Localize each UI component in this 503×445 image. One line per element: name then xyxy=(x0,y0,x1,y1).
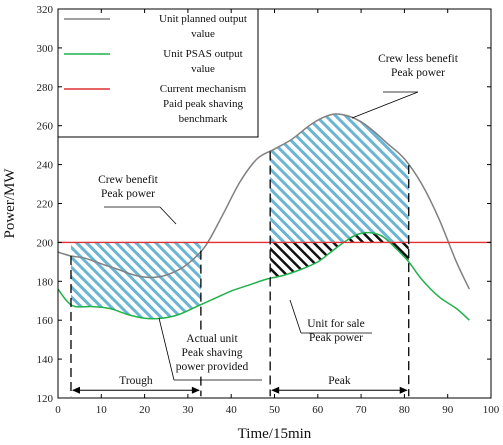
period-label: Trough xyxy=(119,375,153,387)
annotation-background xyxy=(166,331,258,375)
x-tick-label: 10 xyxy=(96,404,108,416)
x-tick-label: 50 xyxy=(269,404,281,416)
y-tick-label: 320 xyxy=(37,4,54,16)
legend-label: Current mechanism xyxy=(160,83,247,95)
peak-blue-hatch xyxy=(270,114,409,243)
legend-label: value xyxy=(191,28,215,40)
annotation-2: Actual unit Peak shaving power provided xyxy=(158,317,262,381)
annotation-1: Crew benefit Peak power xyxy=(98,174,177,225)
arrow-head-left xyxy=(71,386,80,394)
legend-box xyxy=(57,8,259,138)
axes: 0 10 20 30 40 50 60 70 80 90 100 120 140 160 180 200 220… xyxy=(2,4,500,442)
annotation-text: Peak shaving xyxy=(181,347,242,359)
annotation-text: Crew benefit xyxy=(98,174,159,186)
annotation-text: power provided xyxy=(176,361,249,373)
y-tick-label: 140 xyxy=(37,354,54,366)
x-tick-label: 20 xyxy=(139,404,151,416)
planned-output-line xyxy=(58,113,471,290)
annotation-text: Unit for sale xyxy=(307,318,364,330)
period-markers: Trough Peak xyxy=(70,151,410,397)
psas-output-line xyxy=(58,231,470,321)
arrow-head-right xyxy=(399,386,408,394)
series-lines xyxy=(58,113,491,321)
legend-label: Paid peak shaving xyxy=(163,98,244,110)
arrow-head-left xyxy=(271,386,280,394)
legend-label: value xyxy=(191,63,215,75)
y-tick-label: 120 xyxy=(37,393,54,405)
x-tick-label: 80 xyxy=(399,404,411,416)
annotation-background xyxy=(363,51,473,81)
annotation-leader xyxy=(159,206,177,225)
annotation-text: Peak power xyxy=(101,188,155,200)
y-tick-label: 180 xyxy=(37,276,54,288)
annotation-text: Peak power xyxy=(309,332,363,344)
peak-black-hatch xyxy=(270,232,409,279)
x-tick-label: 0 xyxy=(55,404,61,416)
y-axis-title: Power/MW xyxy=(2,168,18,239)
annotation-leader xyxy=(351,91,419,119)
x-tick-label: 60 xyxy=(312,404,324,416)
x-tick-label: 40 xyxy=(226,404,238,416)
y-tick-label: 280 xyxy=(37,82,54,94)
x-tick-label: 90 xyxy=(442,404,454,416)
annotation-leader xyxy=(289,299,302,334)
annotation-leader xyxy=(158,317,175,381)
x-tick-label: 30 xyxy=(182,404,194,416)
y-tick-label: 260 xyxy=(37,121,54,133)
legend: Unit planned output value Unit PSAS output… xyxy=(57,8,259,138)
y-tick-label: 240 xyxy=(37,160,54,172)
legend-label: Unit PSAS output xyxy=(163,48,242,60)
x-tick-label: 100 xyxy=(483,404,500,416)
annotation-3: Unit for sale Peak power xyxy=(289,299,379,346)
arrow-head-right xyxy=(191,386,200,394)
annotation-background xyxy=(293,316,379,346)
y-tick-label: 220 xyxy=(37,199,54,211)
y-tick-label: 300 xyxy=(37,43,54,55)
y-tick-label: 160 xyxy=(37,315,54,327)
trough-blue-hatch-lower xyxy=(70,250,201,319)
trough-blue-hatch xyxy=(70,242,201,278)
legend-label: benchmark xyxy=(179,113,228,125)
annotation-text: Actual unit xyxy=(186,333,238,345)
annotation-0: Crew less benefit Peak power xyxy=(351,51,473,119)
hatched-regions xyxy=(70,114,409,319)
y-tick-label: 200 xyxy=(37,237,54,249)
legend-label: Unit planned output xyxy=(159,13,247,25)
period-label: Peak xyxy=(328,375,351,387)
x-tick-label: 70 xyxy=(356,404,368,416)
annotation-text: Crew less benefit xyxy=(378,53,459,65)
x-axis-title: Time/15min xyxy=(238,426,312,442)
annotation-text: Peak power xyxy=(391,67,445,79)
annotations: Crew less benefit Peak power Crew benefit P… xyxy=(98,51,473,381)
